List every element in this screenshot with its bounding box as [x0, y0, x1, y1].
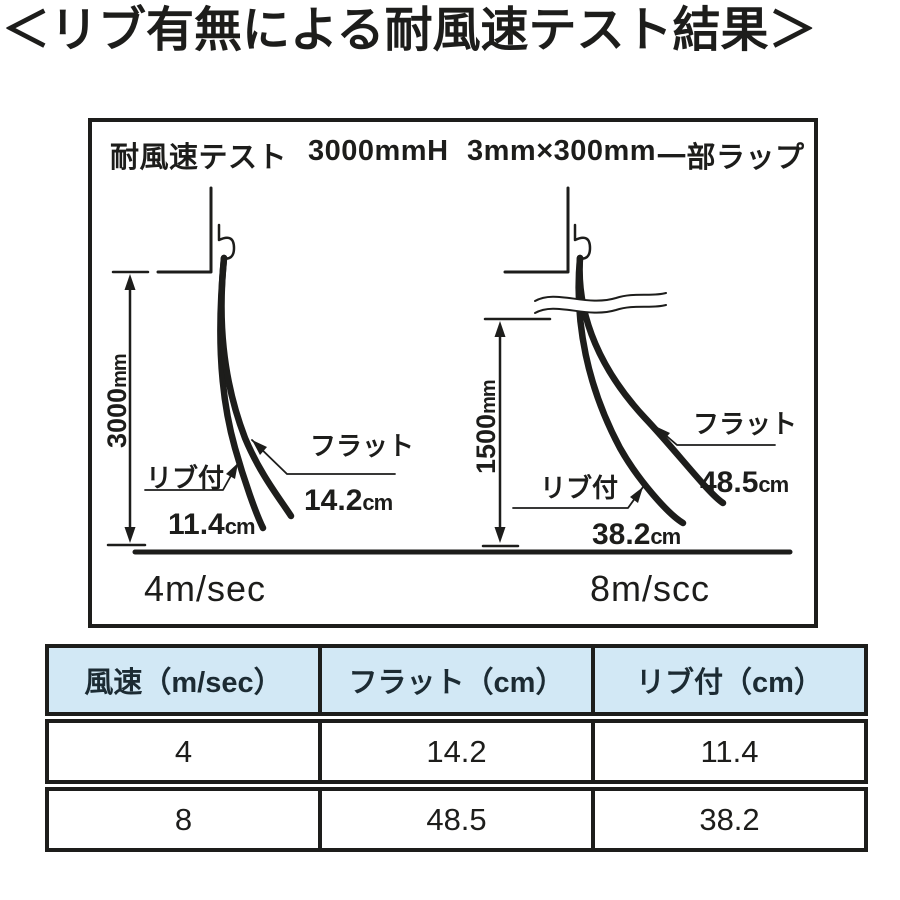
table-row: 8 48.5 38.2 [45, 787, 868, 852]
right-rib-label: リブ付 [540, 473, 619, 503]
table-header-row: 風速（m/sec） フラット（cm） リブ付（cm） [45, 644, 868, 716]
right-flat-deflection-value: 48.5 [700, 466, 759, 499]
right-rib-deflection-unit: cm [650, 524, 681, 549]
break-wave-top [534, 292, 667, 302]
left-rib-label: リブ付 [146, 463, 225, 493]
left-dim-arrow-down-icon [124, 527, 136, 543]
diagram-header-lap-spec: 一部ラップ [657, 142, 805, 174]
table-cell-rib: 38.2 [699, 801, 760, 837]
right-dimension-value: 1500 [471, 413, 501, 474]
right-rib-deflection-value: 38.2 [592, 518, 651, 551]
left-dimension-value: 3000 [102, 387, 132, 448]
table-header-rib: リブ付（cm） [636, 667, 823, 699]
table-cell-rib: 11.4 [700, 733, 759, 769]
right-flat-label: フラット [693, 409, 798, 439]
left-wall-line [156, 186, 213, 274]
right-flat-deflection: 48.5cm [700, 466, 789, 500]
results-table: 風速（m/sec） フラット（cm） リブ付（cm） 4 14.2 11.4 8… [45, 644, 868, 855]
left-flat-label: フラット [310, 431, 415, 461]
right-flat-deflection-unit: cm [758, 472, 789, 497]
left-wind-speed-label: 4m/sec [144, 568, 267, 609]
table-row: 4 14.2 11.4 [45, 719, 868, 784]
table-cell-wind-speed: 8 [49, 791, 322, 848]
diagram-header-test-label: 耐風速テスト [110, 142, 288, 174]
left-dim-arrow-up-icon [124, 274, 136, 290]
left-rib-strip-curve [217, 254, 267, 532]
right-rib-deflection: 38.2cm [592, 518, 681, 552]
right-flat-arrowhead-icon [655, 426, 670, 440]
right-dim-arrow-down-icon [494, 527, 506, 543]
diagram-header-size-spec: 3mm×300mm [467, 135, 657, 167]
right-wall-line [503, 186, 570, 274]
left-dimension-label: 3000mm [102, 354, 132, 448]
table-cell-wind-speed: 4 [49, 723, 322, 780]
right-dimension-unit: mm [478, 380, 500, 414]
right-rib-arrowhead-icon [630, 487, 643, 503]
left-clamp-hook [217, 223, 236, 260]
wind-test-diagram: 耐風速テスト 3000mmH 3mm×300mm 一部ラップ 3000mm 15… [88, 118, 818, 628]
left-flat-strip-curve [218, 254, 295, 520]
left-rib-deflection-value: 11.4 [168, 508, 225, 541]
left-flat-leader-line [251, 439, 396, 475]
diagram-header-height-spec: 3000mmH [308, 135, 449, 167]
page-title: ＜リブ有無による耐風速テスト結果＞ [2, 4, 817, 57]
table-header-flat: フラット（cm） [322, 648, 595, 712]
right-wind-speed-label: 8m/scc [590, 568, 711, 609]
left-flat-deflection: 14.2cm [304, 484, 393, 518]
break-wave-bottom [534, 304, 667, 314]
right-dimension-label: 1500mm [471, 380, 501, 474]
table-cell-flat: 48.5 [322, 791, 595, 848]
diagram-drawing [106, 186, 793, 555]
right-dim-arrow-up-icon [494, 321, 506, 337]
left-rib-arrowhead-icon [226, 463, 238, 479]
left-flat-deflection-unit: cm [362, 490, 393, 515]
break-mask [529, 293, 672, 313]
table-header-wind-speed: 風速（m/sec） [49, 648, 322, 712]
left-rib-deflection: 11.4cm [168, 508, 256, 542]
table-cell-flat: 14.2 [322, 723, 595, 780]
left-rib-deflection-unit: cm [224, 514, 256, 539]
left-dimension-unit: mm [109, 354, 131, 388]
left-flat-deflection-value: 14.2 [304, 484, 363, 517]
left-flat-arrowhead-icon [252, 440, 267, 455]
right-clamp-hook [573, 223, 592, 260]
